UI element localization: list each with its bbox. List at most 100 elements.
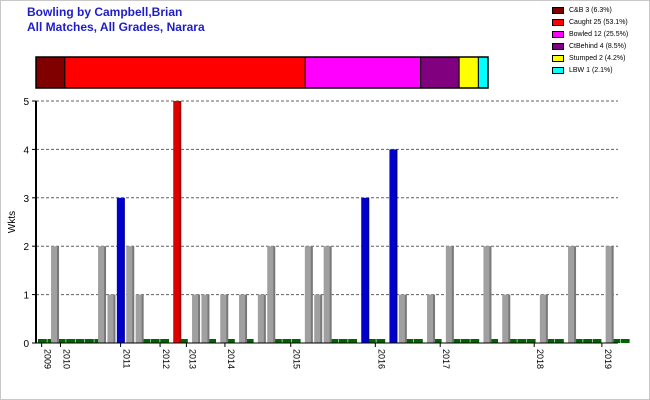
y-tick-label: 2	[23, 242, 29, 253]
wicket-bar	[98, 246, 107, 343]
wicket-bar	[257, 294, 266, 343]
wicket-bar-shade	[310, 246, 313, 343]
zero-wicket-mark	[592, 339, 602, 343]
summary-segment-caught	[64, 56, 306, 89]
zero-wicket-mark	[273, 339, 282, 343]
wicket-bar	[220, 294, 229, 343]
zero-wicket-mark	[611, 339, 621, 343]
wicket-bar	[116, 197, 125, 343]
y-tick-label: 3	[23, 194, 29, 205]
legend-swatch	[552, 67, 564, 74]
zero-wicket-mark	[517, 339, 527, 343]
wicket-bar	[239, 294, 248, 343]
wicket-bar	[51, 246, 60, 343]
zero-wicket-mark	[66, 339, 75, 343]
wicket-bar-shade	[245, 294, 248, 343]
wicket-bar-shade	[451, 246, 454, 343]
wicket-bar	[107, 294, 116, 343]
wicket-bar-shade	[226, 294, 229, 343]
summary-segment-lbw	[477, 56, 489, 89]
zero-wicket-mark	[545, 339, 555, 343]
wicket-bar	[135, 294, 144, 343]
legend-item-bowled: Bowled 12 (25.5%)	[552, 29, 628, 40]
wicket-bar-shade	[508, 294, 511, 343]
wicket-bar-shade	[263, 294, 266, 343]
zero-wicket-mark	[414, 339, 423, 343]
wicket-bar	[126, 246, 135, 343]
y-axis-label: Wkts	[7, 211, 18, 233]
zero-wicket-mark	[141, 339, 151, 343]
wicket-bar-shade	[273, 246, 276, 343]
zero-wicket-mark	[329, 339, 339, 343]
x-tick-label: 2009	[43, 349, 53, 369]
zero-wicket-mark	[432, 339, 442, 343]
zero-wicket-mark	[244, 339, 254, 343]
legend-label: LBW 1 (2.1%)	[569, 67, 613, 74]
wicket-bar	[539, 294, 548, 343]
legend-item-cb: C&B 3 (6.3%)	[552, 5, 628, 16]
wicket-bar-shade	[367, 197, 370, 343]
wicket-bar	[201, 294, 210, 343]
legend-item-caught: Caught 25 (53.1%)	[552, 17, 628, 28]
wicket-bar-shade	[329, 246, 332, 343]
wicket-bar-shade	[132, 246, 135, 343]
zero-wicket-mark	[85, 339, 94, 343]
y-tick-label: 0	[23, 339, 29, 350]
zero-wicket-mark	[291, 339, 301, 343]
x-tick-label: 2018	[535, 349, 545, 369]
wicket-bar-shade	[404, 294, 407, 343]
wicket-bar	[173, 101, 182, 343]
summary-segment-ctbehind	[420, 56, 460, 89]
summary-bar-outline	[35, 56, 489, 89]
x-tick-label: 2017	[441, 349, 451, 369]
wicket-bar	[427, 294, 436, 343]
wicket-bar	[483, 246, 492, 343]
zero-wicket-mark	[338, 339, 348, 343]
zero-wicket-mark	[150, 339, 160, 343]
zero-wicket-mark	[160, 339, 169, 343]
wicket-bar-shade	[489, 246, 492, 343]
zero-wicket-mark	[461, 339, 470, 343]
wicket-bar-shade	[611, 246, 614, 343]
wicket-bar	[605, 246, 614, 343]
wicket-bar-shade	[104, 246, 107, 343]
y-tick-label: 1	[23, 291, 29, 302]
legend-label: C&B 3 (6.3%)	[569, 7, 612, 14]
legend-label: Stumped 2 (4.2%)	[569, 55, 626, 62]
wicket-bar	[502, 294, 511, 343]
wicket-bar-shade	[198, 294, 201, 343]
x-tick-label: 2013	[187, 349, 197, 369]
summary-segment-cb	[35, 56, 66, 89]
wicket-bar-shade	[141, 294, 144, 343]
wicket-bar	[323, 246, 332, 343]
zero-wicket-mark	[367, 339, 376, 343]
wicket-bar-shade	[179, 101, 182, 343]
wicket-bar	[445, 246, 454, 343]
zero-wicket-mark	[489, 339, 498, 343]
wicket-bar-shade	[320, 294, 323, 343]
zero-wicket-mark	[226, 339, 235, 343]
wicket-bar	[398, 294, 407, 343]
wicket-bar	[304, 246, 313, 343]
x-tick-label: 2016	[376, 349, 386, 369]
legend-swatch	[552, 43, 564, 50]
zero-wicket-mark	[376, 339, 386, 343]
wicket-bar	[361, 197, 370, 343]
wicket-bar-shade	[574, 246, 577, 343]
summary-segment-bowled	[304, 56, 422, 89]
x-tick-label: 2011	[122, 349, 132, 368]
legend: C&B 3 (6.3%) Caught 25 (53.1%) Bowled 12…	[552, 5, 628, 77]
legend-swatch	[552, 31, 564, 38]
wicket-bar-shade	[122, 197, 125, 343]
legend-label: Caught 25 (53.1%)	[569, 19, 628, 26]
legend-item-stumped: Stumped 2 (4.2%)	[552, 53, 628, 64]
summary-segment-stumped	[458, 56, 479, 89]
x-tick-label: 2012	[161, 349, 171, 369]
x-tick-label: 2010	[61, 349, 71, 369]
legend-swatch	[552, 7, 564, 14]
zero-wicket-mark	[56, 339, 66, 343]
wicket-bar	[568, 246, 577, 343]
legend-swatch	[552, 55, 564, 62]
wicket-bar-shade	[545, 294, 548, 343]
